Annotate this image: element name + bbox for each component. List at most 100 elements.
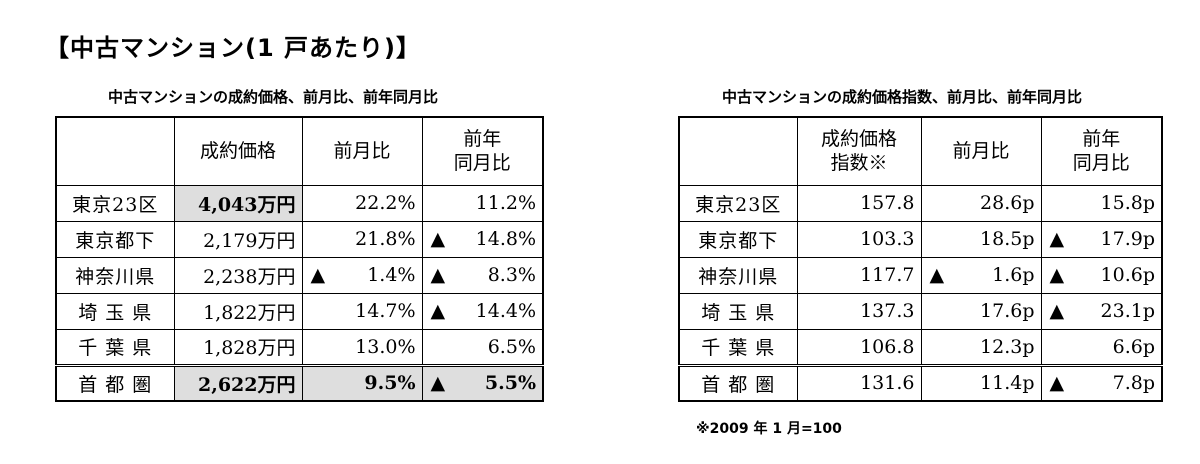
mom-cell: 21.8% [301, 220, 423, 258]
yoy-value: 11.2% [475, 192, 536, 214]
index-cell: 157.8 [796, 184, 922, 222]
yoy-value: 8.3% [487, 264, 536, 286]
table-row: 東京都下 2,179万円 21.8% ▲ 14.8% [55, 220, 544, 258]
yoy-cell: ▲ 23.1p [1040, 292, 1163, 330]
header-row: 成約価格 前月比 前年 同月比 [55, 116, 544, 186]
table-row: 埼 玉 県 1,822万円 14.7% ▲ 14.4% [55, 292, 544, 330]
mom-value: 11.4p [980, 372, 1035, 395]
yoy-value: 6.5% [487, 335, 536, 358]
region-cell: 東京23区 [55, 184, 175, 222]
region-cell: 千 葉 県 [55, 328, 175, 366]
yoy-cell: 6.5% [421, 328, 544, 366]
decline-marker: ▲ [1049, 228, 1065, 250]
mom-value: 1.4% [367, 264, 416, 286]
index-cell: 103.3 [796, 220, 922, 258]
header-mom: 前月比 [920, 116, 1042, 186]
yoy-value: 5.5% [484, 372, 536, 395]
right-table-caption: 中古マンションの成約価格指数、前月比、前年同月比 [722, 88, 1083, 106]
decline-marker: ▲ [430, 300, 446, 322]
mom-cell: ▲ 1.6p [920, 256, 1042, 294]
decline-marker: ▲ [310, 264, 326, 286]
yoy-value: 7.8p [1112, 372, 1155, 395]
index-cell: 137.3 [796, 292, 922, 330]
header-yoy-line1: 前年 [463, 127, 502, 150]
mom-value: 22.2% [355, 192, 416, 214]
total-row: 首 都 圏 131.6 11.4p ▲ 7.8p [678, 363, 1163, 402]
price-cell: 1,822万円 [173, 292, 303, 330]
yoy-value: 15.8p [1100, 192, 1155, 214]
decline-marker: ▲ [430, 264, 446, 286]
mom-cell: 11.4p [920, 363, 1042, 402]
decline-marker: ▲ [1049, 264, 1065, 286]
header-yoy-line2: 同月比 [1072, 152, 1130, 175]
mom-value: 12.3p [980, 335, 1035, 358]
table-row: 千 葉 県 106.8 12.3p 6.6p [678, 328, 1163, 366]
yoy-value: 10.6p [1100, 264, 1155, 286]
header-row: 成約価格 指数※ 前月比 前年 同月比 [678, 116, 1163, 186]
price-cell: 2,179万円 [173, 220, 303, 258]
header-yoy-line1: 前年 [1082, 127, 1121, 150]
mom-value: 17.6p [980, 300, 1035, 322]
yoy-value: 6.6p [1112, 335, 1155, 358]
decline-marker: ▲ [430, 372, 446, 395]
yoy-cell: ▲ 7.8p [1040, 363, 1163, 402]
header-index-line1: 成約価格 [820, 127, 897, 150]
yoy-value: 23.1p [1100, 300, 1155, 322]
header-mom: 前月比 [301, 116, 423, 186]
header-yoy-line2: 同月比 [453, 152, 511, 175]
yoy-cell: ▲ 14.8% [421, 220, 544, 258]
decline-marker: ▲ [430, 228, 446, 250]
index-cell: 131.6 [796, 363, 922, 402]
yoy-cell: ▲ 17.9p [1040, 220, 1163, 258]
mom-value: 9.5% [364, 372, 416, 395]
region-cell: 神奈川県 [55, 256, 175, 294]
price-cell: 1,828万円 [173, 328, 303, 366]
table-row: 東京23区 4,043万円 22.2% 11.2% [55, 184, 544, 222]
yoy-cell: 15.8p [1040, 184, 1163, 222]
header-index-line2: 指数※ [830, 152, 888, 175]
header-index: 成約価格 指数※ [796, 116, 922, 186]
mom-cell: 18.5p [920, 220, 1042, 258]
region-cell: 首 都 圏 [678, 363, 798, 402]
mom-cell: 12.3p [920, 328, 1042, 366]
region-cell: 東京都下 [55, 220, 175, 258]
left-table-caption: 中古マンションの成約価格、前月比、前年同月比 [108, 88, 439, 106]
mom-value: 13.0% [355, 335, 416, 358]
index-cell: 106.8 [796, 328, 922, 366]
region-cell: 首 都 圏 [55, 363, 175, 402]
table-row: 神奈川県 117.7 ▲ 1.6p ▲ 10.6p [678, 256, 1163, 294]
region-cell: 東京都下 [678, 220, 798, 258]
yoy-cell: 11.2% [421, 184, 544, 222]
price-cell: 2,622万円 [173, 363, 303, 402]
yoy-cell: 6.6p [1040, 328, 1163, 366]
yoy-cell: ▲ 5.5% [421, 363, 544, 402]
mom-cell: 14.7% [301, 292, 423, 330]
region-cell: 埼 玉 県 [55, 292, 175, 330]
header-corner [678, 116, 798, 186]
table-row: 東京都下 103.3 18.5p ▲ 17.9p [678, 220, 1163, 258]
mom-value: 18.5p [980, 228, 1035, 250]
price-cell: 2,238万円 [173, 256, 303, 294]
table-row: 神奈川県 2,238万円 ▲ 1.4% ▲ 8.3% [55, 256, 544, 294]
decline-marker: ▲ [1049, 372, 1065, 395]
yoy-value: 14.4% [475, 300, 536, 322]
mom-value: 21.8% [355, 228, 416, 250]
yoy-cell: ▲ 14.4% [421, 292, 544, 330]
mom-cell: 17.6p [920, 292, 1042, 330]
price-cell: 4,043万円 [173, 184, 303, 222]
total-row: 首 都 圏 2,622万円 9.5% ▲ 5.5% [55, 363, 544, 402]
yoy-value: 14.8% [475, 228, 536, 250]
decline-marker: ▲ [929, 264, 945, 286]
mom-cell: ▲ 1.4% [301, 256, 423, 294]
page-title: 【中古マンション(1 戸あたり)】 [45, 34, 421, 62]
yoy-value: 17.9p [1100, 228, 1155, 250]
mom-cell: 22.2% [301, 184, 423, 222]
mom-cell: 13.0% [301, 328, 423, 366]
header-yoy: 前年 同月比 [1040, 116, 1163, 186]
table-row: 千 葉 県 1,828万円 13.0% 6.5% [55, 328, 544, 366]
index-cell: 117.7 [796, 256, 922, 294]
mom-value: 28.6p [980, 192, 1035, 214]
mom-cell: 28.6p [920, 184, 1042, 222]
region-cell: 千 葉 県 [678, 328, 798, 366]
mom-cell: 9.5% [301, 363, 423, 402]
